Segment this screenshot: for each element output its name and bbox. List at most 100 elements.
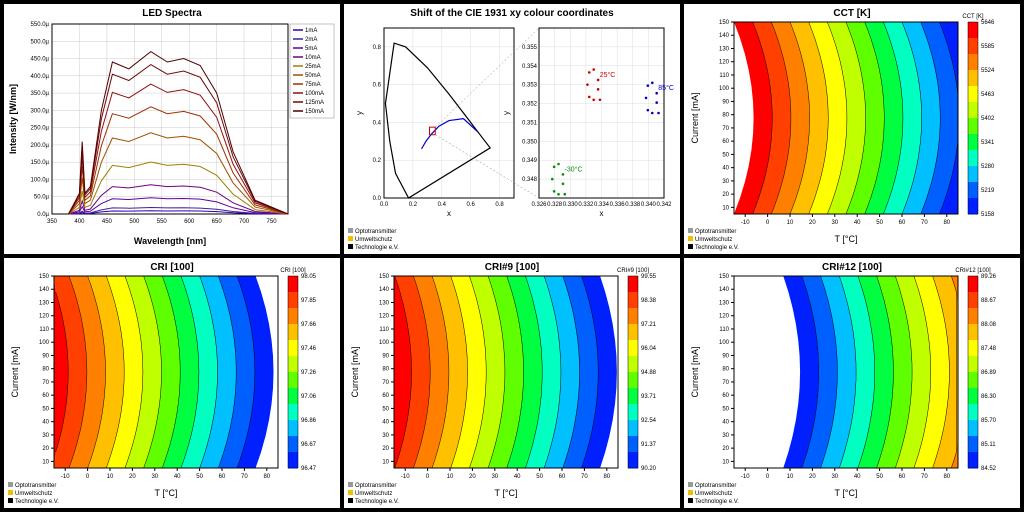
svg-text:x: x — [600, 209, 604, 218]
svg-text:650: 650 — [212, 219, 223, 225]
svg-text:1mA: 1mA — [305, 28, 317, 34]
svg-text:T [°C]: T [°C] — [835, 234, 858, 244]
svg-text:100: 100 — [379, 340, 390, 346]
svg-text:x: x — [447, 209, 451, 218]
svg-text:88.08: 88.08 — [981, 322, 997, 328]
spectra-chart: 0.0µ50.0µ100.0µ150.0µ200.0µ250.0µ300.0µ3… — [4, 4, 336, 250]
svg-text:600: 600 — [184, 219, 195, 225]
svg-text:0.354: 0.354 — [522, 64, 538, 70]
svg-text:60: 60 — [219, 474, 226, 480]
svg-text:0.355: 0.355 — [522, 45, 538, 51]
org-footer: OptotransmitterUmweltschutzTechnologie e… — [688, 228, 739, 252]
svg-text:Intensity [W/nm]: Intensity [W/nm] — [8, 84, 18, 154]
svg-text:97.21: 97.21 — [641, 322, 657, 328]
svg-text:10: 10 — [42, 459, 49, 465]
svg-text:86.89: 86.89 — [981, 370, 997, 376]
svg-text:90.20: 90.20 — [641, 466, 657, 472]
svg-text:85.70: 85.70 — [981, 418, 997, 424]
svg-text:0.328: 0.328 — [547, 202, 563, 208]
svg-text:130: 130 — [719, 46, 730, 52]
svg-text:Wavelength [nm]: Wavelength [nm] — [134, 236, 206, 246]
svg-text:30: 30 — [722, 179, 729, 185]
cie-chart: 0.00.00.20.20.40.40.60.60.80.8xy0.3260.3… — [344, 4, 676, 250]
svg-text:5646: 5646 — [981, 20, 995, 26]
svg-text:0.340: 0.340 — [641, 202, 657, 208]
svg-text:10mA: 10mA — [305, 55, 321, 61]
svg-text:30: 30 — [382, 433, 389, 439]
svg-text:30: 30 — [42, 433, 49, 439]
svg-text:80: 80 — [263, 474, 270, 480]
svg-text:80: 80 — [943, 474, 950, 480]
svg-text:20: 20 — [809, 220, 816, 226]
chart-title: CCT [K] — [684, 8, 1020, 19]
svg-text:100: 100 — [39, 340, 50, 346]
svg-text:84.52: 84.52 — [981, 466, 997, 472]
svg-text:80: 80 — [722, 113, 729, 119]
svg-text:100.0µ: 100.0µ — [31, 177, 50, 183]
svg-text:80: 80 — [42, 367, 49, 373]
svg-text:70: 70 — [42, 380, 49, 386]
svg-text:60: 60 — [559, 474, 566, 480]
svg-text:110: 110 — [719, 327, 729, 333]
svg-text:80: 80 — [943, 220, 950, 226]
svg-text:96.04: 96.04 — [641, 346, 657, 352]
svg-text:85.11: 85.11 — [981, 442, 996, 448]
svg-text:300.0µ: 300.0µ — [31, 108, 50, 114]
svg-text:40: 40 — [42, 420, 49, 426]
svg-text:60: 60 — [722, 139, 729, 145]
svg-text:90: 90 — [722, 353, 729, 359]
heatmap-chart: -100102030405060708010203040506070809010… — [684, 4, 1016, 250]
svg-text:60: 60 — [899, 220, 906, 226]
svg-text:T [°C]: T [°C] — [835, 488, 858, 498]
svg-text:120: 120 — [379, 314, 390, 320]
org-footer: OptotransmitterUmweltschutzTechnologie e… — [348, 228, 399, 252]
svg-text:70: 70 — [921, 474, 928, 480]
chart-title: CRI#9 [100] — [344, 262, 680, 273]
svg-text:5158: 5158 — [981, 212, 995, 218]
data-point — [592, 98, 595, 101]
svg-text:96.86: 96.86 — [301, 418, 317, 424]
svg-text:5219: 5219 — [981, 188, 995, 194]
org-footer: OptotransmitterUmweltschutzTechnologie e… — [348, 482, 399, 506]
svg-text:60: 60 — [899, 474, 906, 480]
svg-text:700: 700 — [239, 219, 250, 225]
heatmap-panel: CRI#9 [100]-1001020304050607080102030405… — [344, 258, 680, 508]
svg-text:550: 550 — [157, 219, 168, 225]
svg-text:25°C: 25°C — [600, 71, 616, 79]
svg-text:5402: 5402 — [981, 116, 995, 122]
svg-text:25mA: 25mA — [305, 64, 321, 70]
svg-text:130: 130 — [719, 300, 730, 306]
svg-text:0: 0 — [426, 474, 430, 480]
svg-text:50mA: 50mA — [305, 73, 321, 79]
svg-text:Current [mA]: Current [mA] — [350, 346, 360, 397]
svg-text:100: 100 — [719, 86, 730, 92]
svg-text:10: 10 — [447, 474, 454, 480]
svg-text:350: 350 — [47, 219, 58, 225]
led-spectra-panel: LED Spectra0.0µ50.0µ100.0µ150.0µ200.0µ25… — [4, 4, 340, 254]
svg-text:20: 20 — [382, 446, 389, 452]
svg-text:400.0µ: 400.0µ — [31, 74, 50, 80]
svg-text:100mA: 100mA — [305, 91, 324, 97]
svg-text:0.0: 0.0 — [380, 202, 389, 208]
data-point — [586, 83, 589, 86]
svg-text:0.350: 0.350 — [522, 139, 538, 145]
svg-text:y: y — [502, 111, 511, 115]
svg-text:10: 10 — [722, 459, 729, 465]
svg-text:70: 70 — [382, 380, 389, 386]
svg-text:0.2: 0.2 — [373, 158, 382, 164]
svg-text:5524: 5524 — [981, 68, 995, 74]
svg-text:50: 50 — [722, 406, 729, 412]
svg-text:550.0µ: 550.0µ — [31, 22, 50, 28]
svg-text:120: 120 — [719, 60, 730, 66]
svg-text:20: 20 — [722, 446, 729, 452]
heatmap-chart: -100102030405060708010203040506070809010… — [344, 258, 676, 504]
svg-text:88.67: 88.67 — [981, 298, 997, 304]
svg-text:10: 10 — [787, 474, 794, 480]
svg-text:T [°C]: T [°C] — [155, 488, 178, 498]
svg-text:50: 50 — [42, 406, 49, 412]
svg-text:60: 60 — [42, 393, 49, 399]
data-point — [562, 183, 565, 186]
svg-text:0.349: 0.349 — [522, 158, 538, 164]
svg-text:80: 80 — [382, 367, 389, 373]
svg-text:97.06: 97.06 — [301, 394, 317, 400]
